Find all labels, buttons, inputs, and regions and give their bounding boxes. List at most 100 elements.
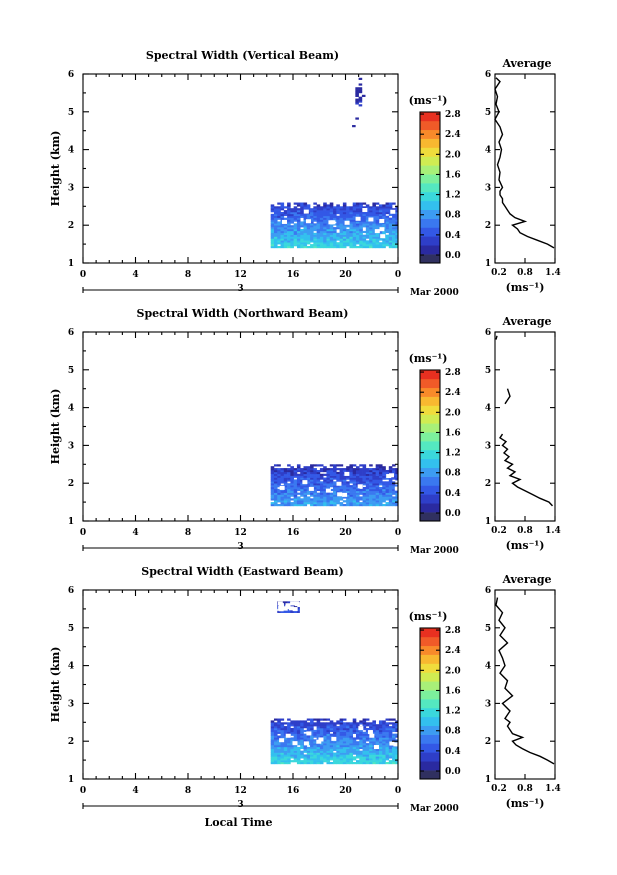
heatmap-cell (385, 238, 390, 241)
heatmap-cell (378, 225, 383, 228)
heatmap-cell (287, 208, 291, 211)
colorbar-swatch (420, 663, 440, 673)
heatmap-cell (382, 727, 386, 731)
heatmap-cell (319, 206, 324, 209)
heatmap-cell (395, 473, 399, 476)
heatmap-cell (290, 724, 294, 727)
heatmap-cell (290, 479, 294, 482)
heatmap-cell (369, 223, 373, 226)
heatmap-cell (392, 234, 396, 237)
heatmap-cell (333, 475, 337, 478)
y-tick-label: 1 (68, 517, 74, 527)
heatmap-cell (316, 750, 321, 753)
heatmap-cell (385, 221, 390, 224)
heatmap-cell (388, 739, 393, 742)
heatmap-cell (382, 206, 386, 209)
heatmap-cell (293, 735, 298, 738)
heatmap-cell (270, 726, 275, 729)
heatmap-cell (293, 494, 298, 497)
heatmap-cell (303, 494, 308, 497)
heatmap-cell (362, 225, 367, 228)
heatmap-cell (287, 245, 291, 249)
heatmap-cell (323, 206, 327, 209)
heatmap-cells (270, 464, 403, 507)
y-tick-label: 2 (68, 479, 74, 489)
heatmap-cell (310, 724, 314, 727)
heatmap-cell (388, 238, 393, 241)
heatmap-cell (372, 486, 376, 490)
heatmap-cell (306, 724, 311, 727)
heatmap-cell (349, 471, 354, 475)
heatmap-cell (310, 481, 314, 484)
heatmap-cell (388, 498, 393, 501)
heatmap-cell (270, 468, 275, 471)
heatmap-cell (388, 481, 393, 484)
heatmap-cell (277, 240, 281, 243)
heatmap-cell (362, 206, 367, 209)
heatmap-cell (296, 481, 301, 484)
colorbar-swatch (420, 690, 440, 700)
heatmap-cell (316, 503, 321, 507)
heatmap-cell (385, 731, 390, 734)
heatmap-cell (287, 206, 291, 209)
heatmap-cell (365, 486, 370, 490)
heatmap-cell (313, 496, 317, 499)
heatmap-cell (358, 96, 363, 99)
heatmap-cell (352, 500, 357, 503)
heatmap-cell (362, 496, 367, 499)
heatmap-gap (325, 488, 331, 493)
heatmap-cell (273, 236, 278, 239)
heatmap-cell (273, 737, 278, 740)
heatmap-cell (378, 466, 383, 469)
heatmap-cell (273, 238, 278, 241)
heatmap-cell (349, 215, 354, 218)
heatmap-cell (310, 760, 314, 763)
heatmap-cell (372, 754, 376, 757)
heatmap-cell (346, 746, 350, 750)
heatmap-cell (326, 731, 331, 734)
heatmap-cell (392, 737, 396, 740)
heatmap-cell (293, 739, 298, 742)
heatmap-cell (280, 761, 285, 765)
heatmap-cell (326, 245, 331, 249)
heatmap-cell (287, 202, 291, 205)
heatmap-cell (300, 756, 304, 759)
heatmap-cell (323, 737, 327, 740)
heatmap-cell (283, 754, 288, 757)
heatmap-cell (385, 748, 390, 751)
heatmap-cell (349, 464, 354, 467)
heatmap-cell (326, 743, 331, 746)
heatmap-cell (303, 228, 308, 232)
colorbar-swatch (420, 441, 440, 451)
profile-x-tick-label: 1.4 (545, 526, 561, 536)
heatmap-cell (369, 741, 373, 744)
heatmap-cell (365, 718, 370, 721)
heatmap-cell (293, 473, 298, 476)
heatmap-cell (326, 215, 331, 218)
heatmap-cell (336, 488, 340, 492)
heatmap-cell (362, 761, 367, 765)
heatmap-cell (346, 733, 350, 736)
heatmap-cell (355, 87, 359, 90)
heatmap-cell (385, 496, 390, 499)
heatmap-cell (349, 737, 354, 740)
heatmap-cell (293, 475, 298, 478)
heatmap-cell (329, 230, 334, 234)
heatmap-cell (349, 228, 354, 232)
profile-x-tick-label: 0.2 (491, 268, 507, 278)
heatmap-cell (319, 473, 324, 476)
heatmap-cell (306, 722, 311, 725)
heatmap-cell (378, 756, 383, 759)
heatmap-cell (323, 722, 327, 725)
x-tick-label: 12 (234, 528, 247, 538)
heatmap-gap (279, 485, 285, 490)
heatmap-cell (319, 741, 324, 744)
heatmap-cell (349, 211, 354, 215)
heatmap-cell (349, 240, 354, 243)
heatmap-cell (395, 741, 399, 744)
heatmap-cell (283, 471, 288, 475)
heatmap-cell (375, 232, 380, 235)
heatmap-cell (365, 752, 370, 755)
heatmap-cell (369, 471, 373, 475)
heatmap-cell (372, 743, 376, 746)
